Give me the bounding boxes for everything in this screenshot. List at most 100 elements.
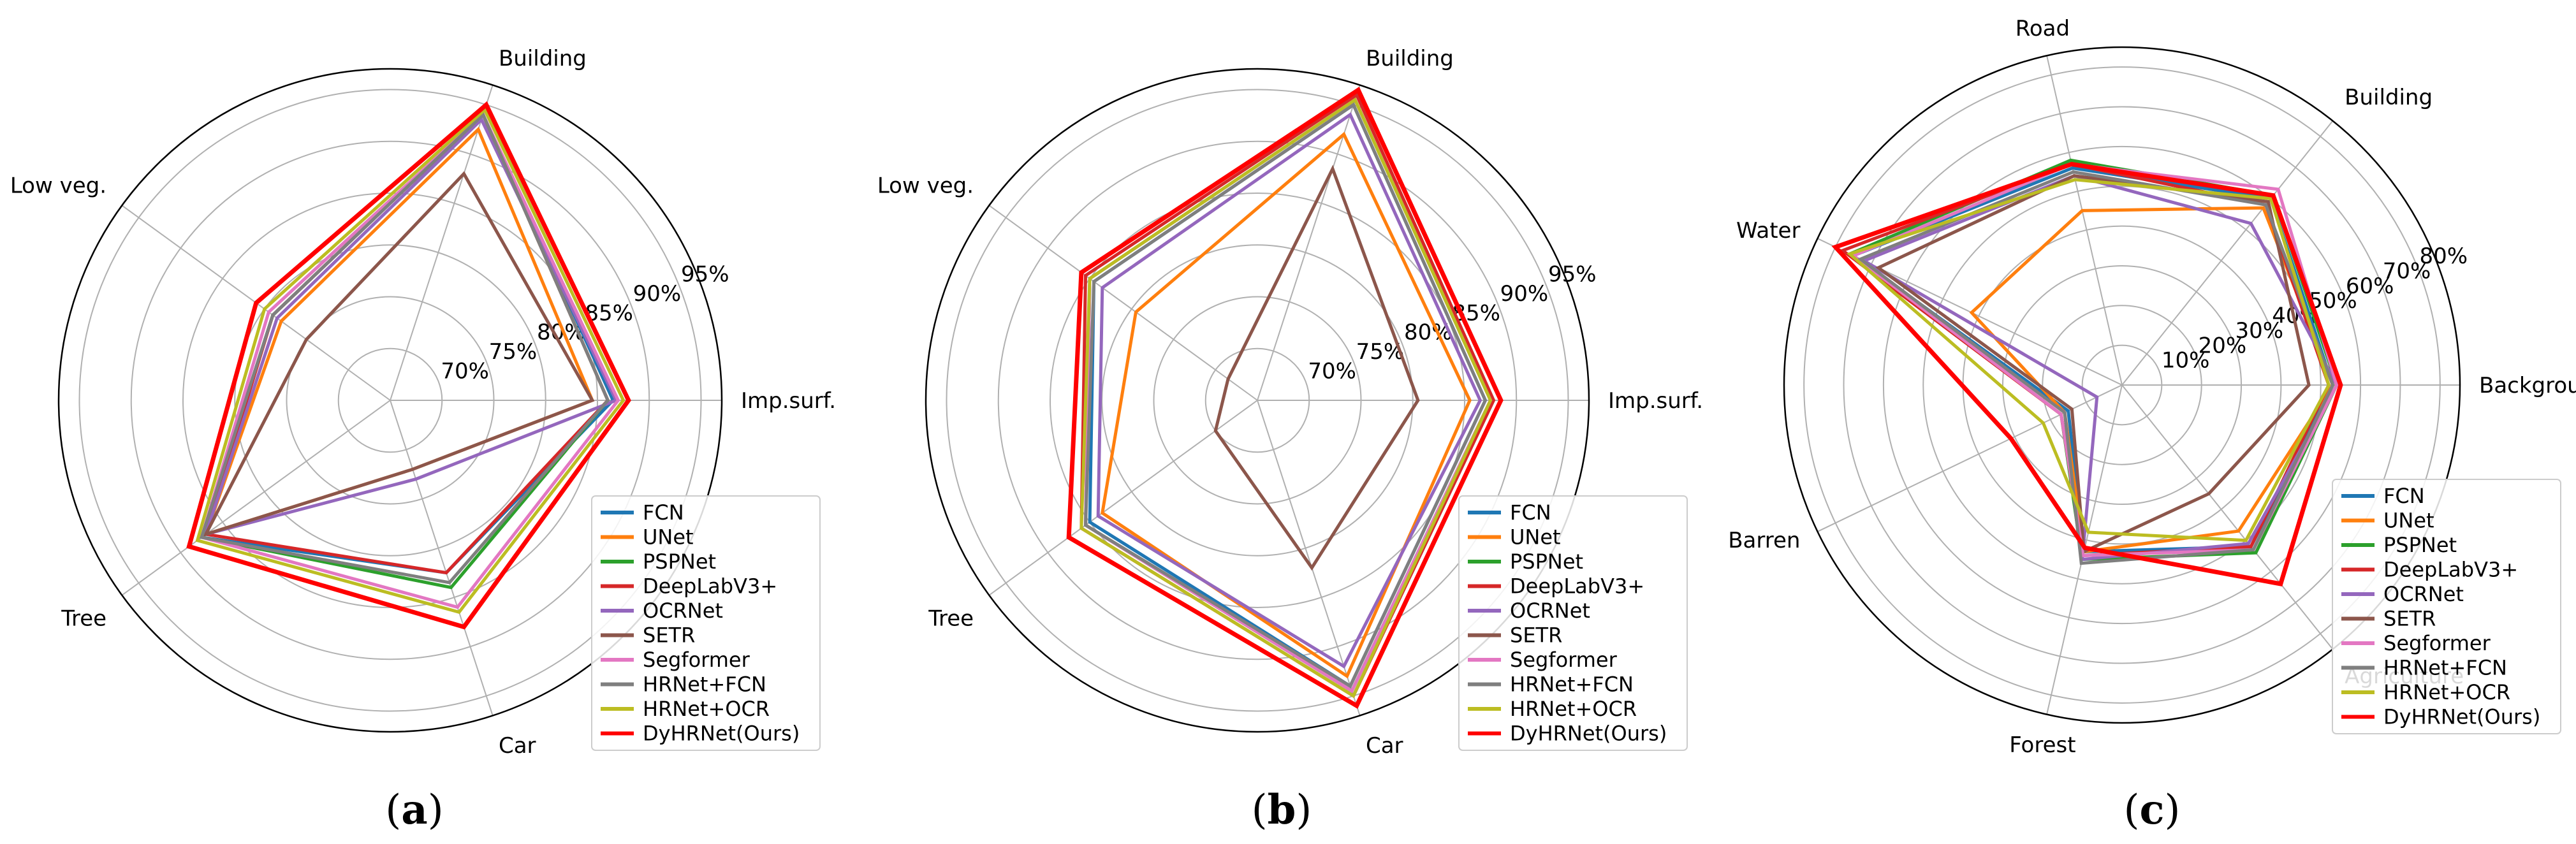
grid-spoke [1257, 400, 1361, 716]
grid-spoke [1257, 85, 1361, 401]
series-line-pspnet [1083, 97, 1493, 694]
series-line-dyhrnet-ours- [1066, 87, 1504, 709]
radial-tick-label: 10% [2162, 348, 2210, 374]
axis-label: Low veg. [10, 173, 106, 199]
series-line-hrnet-ocr [195, 106, 626, 615]
grid-spoke [2046, 55, 2123, 386]
legend-label: PSPNet [1510, 549, 1583, 574]
axis-label: Imp.surf. [741, 388, 836, 414]
series-line-fcn [1088, 102, 1488, 688]
legend-label: SETR [2383, 607, 2436, 631]
axis-label: Water [1736, 218, 1801, 244]
series-line-hrnet-fcn [199, 112, 610, 585]
series-line-setr [1213, 164, 1420, 571]
legend: FCNUNetPSPNetDeepLabV3+OCRNetSETRSegform… [591, 495, 821, 751]
grid-spoke [2121, 384, 2334, 650]
radial-tick-label: 80% [2420, 244, 2468, 269]
radial-tick-label: 60% [2346, 273, 2394, 299]
series-line-segformer [1083, 97, 1493, 694]
series-line-unet [1969, 206, 2335, 554]
radial-tick-label: 95% [1548, 261, 1597, 287]
legend-label: FCN [1510, 500, 1551, 525]
legend-label: HRNet+FCN [2383, 656, 2507, 680]
series-line-hrnet-ocr [1079, 97, 1493, 699]
legend-label: HRNet+OCR [643, 697, 770, 721]
legend-frame [1458, 495, 1688, 751]
legend: FCNUNetPSPNetDeepLabV3+OCRNetSETRSegform… [1458, 495, 1688, 751]
legend-label: FCN [2383, 484, 2425, 508]
figure-label-a: (a) [385, 786, 443, 834]
legend-label: DyHRNet(Ours) [1510, 722, 1667, 746]
legend-frame [2332, 479, 2561, 734]
axis-label: Car [499, 733, 536, 759]
series-line-ocrnet [1096, 112, 1482, 669]
legend-label: PSPNet [643, 549, 716, 574]
series-line-dyhrnet-ours- [186, 101, 631, 630]
series-line-hrnet-fcn [1083, 102, 1488, 688]
radial-tick-label: 20% [2199, 333, 2247, 358]
legend-label: UNet [643, 525, 694, 549]
legend-label: DyHRNet(Ours) [2383, 705, 2540, 729]
series-line-unet [1101, 131, 1472, 679]
legend-label: HRNet+FCN [643, 673, 766, 697]
axis-label: Low veg. [877, 173, 974, 199]
grid-spoke [988, 400, 1258, 596]
legend-label: Segformer [2383, 631, 2491, 655]
legend-frame [591, 495, 821, 751]
legend-label: SETR [1510, 623, 1562, 648]
axis-label: Tree [61, 606, 106, 631]
axis-label: Building [2345, 85, 2433, 110]
axis-label: Road [2016, 16, 2070, 41]
radial-tick-label: 75% [489, 339, 538, 365]
panel-c: 10%20%30%40%50%60%70%80%BackgroundBuildi… [1728, 16, 2576, 758]
figure-label-b: (b) [1252, 786, 1312, 834]
axis-label: Tree [928, 606, 974, 631]
grid-spoke [121, 400, 391, 596]
legend-label: FCN [643, 500, 684, 525]
axis-label: Car [1366, 733, 1403, 759]
radial-tick-label: 30% [2235, 318, 2283, 344]
legend-label: UNet [2383, 509, 2434, 533]
radial-tick-label: 90% [633, 281, 682, 307]
legend-label: DyHRNet(Ours) [643, 722, 800, 746]
axis-label: Barren [1728, 528, 1800, 553]
radial-tick-label: 70% [1308, 359, 1356, 384]
legend-label: UNet [1510, 525, 1561, 549]
series-line-dyhrnet-ours- [1831, 161, 2343, 587]
legend-label: HRNet+OCR [1510, 697, 1637, 721]
legend-label: HRNet+OCR [2383, 680, 2510, 704]
legend-label: OCRNet [1510, 599, 1590, 623]
legend-label: Segformer [643, 648, 750, 672]
grid-spoke [2121, 120, 2334, 386]
radial-tick-label: 70% [441, 359, 489, 384]
radial-tick-label: 50% [2309, 288, 2357, 314]
series-line-ocrnet [1860, 174, 2339, 562]
figure-label-c: (c) [2124, 786, 2181, 834]
series-line-setr [1875, 174, 2311, 555]
legend-label: PSPNet [2383, 533, 2457, 557]
grid-spoke [390, 85, 494, 401]
series-line-setr [202, 171, 595, 537]
legend-label: DeepLabV3+ [643, 574, 777, 599]
legend-label: OCRNet [643, 599, 723, 623]
grid-spoke [390, 400, 494, 716]
legend-label: DeepLabV3+ [2383, 558, 2518, 582]
axis-label: Forest [2009, 732, 2075, 758]
series-line-deeplabv3- [1839, 162, 2331, 558]
axis-label: Building [1366, 46, 1454, 71]
axis-label: Building [499, 46, 587, 71]
series-line-hrnet-fcn [1857, 170, 2335, 565]
series-line-hrnet-ocr [1847, 178, 2331, 542]
axis-label: Imp.surf. [1608, 388, 1703, 414]
legend: FCNUNetPSPNetDeepLabV3+OCRNetSETRSegform… [2332, 479, 2561, 734]
legend-label: DeepLabV3+ [1510, 574, 1644, 599]
radial-tick-label: 70% [2383, 258, 2431, 284]
radial-tick-label: 90% [1500, 281, 1549, 307]
radial-tick-label: 95% [681, 261, 729, 287]
legend-label: Segformer [1510, 648, 1618, 672]
legend-label: OCRNet [2383, 582, 2464, 606]
polar-frame [925, 68, 1590, 733]
legend-label: SETR [643, 623, 695, 648]
